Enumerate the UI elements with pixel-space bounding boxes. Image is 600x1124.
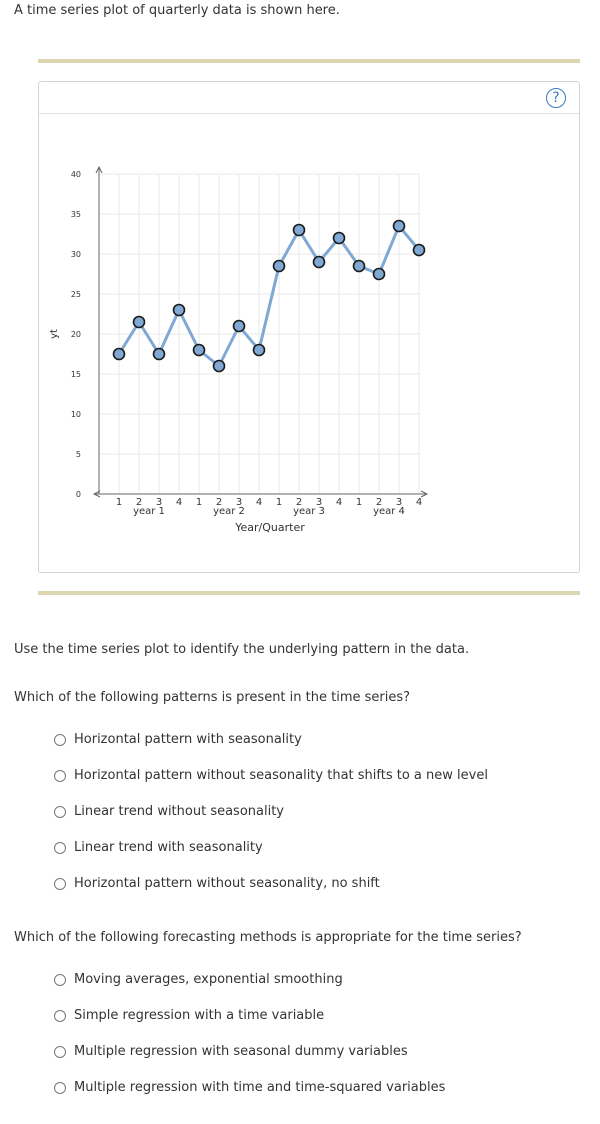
y-tick-label: 25 — [71, 290, 81, 299]
data-point — [312, 255, 326, 269]
y-tick-label: 40 — [71, 170, 81, 179]
option-label: Linear trend without seasonality — [74, 804, 284, 819]
option-label: Multiple regression with time and time-s… — [74, 1080, 446, 1095]
q1-option-1[interactable]: Horizontal pattern with seasonality — [54, 732, 302, 747]
option-label: Linear trend with seasonality — [74, 840, 263, 855]
data-point — [332, 231, 346, 245]
data-point — [272, 259, 286, 273]
data-point — [392, 219, 406, 233]
x-axis-arrow-left — [92, 490, 101, 498]
data-point — [152, 347, 166, 361]
option-label: Horizontal pattern without seasonality, … — [74, 876, 380, 891]
quarter-tick-label: 1 — [196, 497, 202, 508]
option-label: Simple regression with a time variable — [74, 1008, 325, 1023]
data-point — [132, 315, 146, 329]
year-label: year 4 — [373, 506, 405, 517]
chart-card: ? 0 5 10 15 20 25 30 35 40 yt 1 2 3 4 1 2 3 4 1 2 3 4 1 2 3 4 year… — [38, 81, 580, 573]
option-label: Multiple regression with seasonal dummy … — [74, 1044, 408, 1059]
quarter-tick-label: 3 — [236, 497, 242, 508]
year-label: year 1 — [133, 506, 165, 517]
q1-option-5[interactable]: Horizontal pattern without seasonality, … — [54, 876, 380, 891]
q1-option-4[interactable]: Linear trend with seasonality — [54, 840, 263, 855]
y-tick-label: 20 — [71, 330, 81, 339]
data-point — [232, 319, 246, 333]
option-label: Moving averages, exponential smoothing — [74, 972, 343, 987]
data-point — [372, 267, 386, 281]
x-axis-arrow-right — [420, 490, 429, 498]
option-label: Horizontal pattern with seasonality — [74, 732, 302, 747]
radio-button[interactable] — [54, 877, 66, 890]
radio-button[interactable] — [54, 973, 66, 986]
card-header-divider — [39, 113, 579, 114]
bottom-divider — [38, 591, 580, 595]
data-point — [412, 243, 426, 257]
radio-button[interactable] — [54, 805, 66, 818]
data-point — [252, 343, 266, 357]
y-tick-label: 10 — [71, 410, 81, 419]
quarter-tick-label: 2 — [136, 497, 142, 508]
x-axis-label: Year/Quarter — [234, 521, 305, 534]
data-point — [352, 259, 366, 273]
quarter-tick-label: 4 — [256, 497, 262, 508]
radio-button[interactable] — [54, 1081, 66, 1094]
radio-button[interactable] — [54, 733, 66, 746]
option-label: Horizontal pattern without seasonality t… — [74, 768, 488, 783]
series-line — [117, 224, 421, 368]
instruction-text: Use the time series plot to identify the… — [14, 642, 470, 657]
q1-option-3[interactable]: Linear trend without seasonality — [54, 804, 284, 819]
data-point — [112, 347, 126, 361]
y-tick-label: 15 — [71, 370, 81, 379]
y-tick-label: 5 — [76, 450, 81, 459]
q2-option-1[interactable]: Moving averages, exponential smoothing — [54, 972, 343, 987]
radio-button[interactable] — [54, 841, 66, 854]
q2-option-3[interactable]: Multiple regression with seasonal dummy … — [54, 1044, 408, 1059]
y-tick-label: 30 — [71, 250, 81, 259]
data-point — [212, 359, 226, 373]
quarter-tick-label: 1 — [116, 497, 122, 508]
quarter-tick-label: 3 — [316, 497, 322, 508]
quarter-tick-label: 2 — [216, 497, 222, 508]
question-2-text: Which of the following forecasting metho… — [14, 930, 522, 945]
year-label: year 3 — [293, 506, 325, 517]
q2-option-2[interactable]: Simple regression with a time variable — [54, 1008, 324, 1023]
data-point — [172, 303, 186, 317]
quarter-tick-label: 4 — [336, 497, 342, 508]
y-tick-label: 35 — [71, 210, 81, 219]
y-tick-label: 0 — [76, 490, 81, 499]
question-1-text: Which of the following patterns is prese… — [14, 690, 411, 705]
q1-option-2[interactable]: Horizontal pattern without seasonality t… — [54, 768, 488, 783]
quarter-tick-label: 2 — [296, 497, 302, 508]
quarter-tick-label: 3 — [156, 497, 162, 508]
radio-button[interactable] — [54, 1009, 66, 1022]
year-label: year 2 — [213, 506, 245, 517]
q2-option-4[interactable]: Multiple regression with time and time-s… — [54, 1080, 445, 1095]
radio-button[interactable] — [54, 1045, 66, 1058]
quarter-tick-label: 4 — [416, 497, 422, 508]
time-series-plot: 0 5 10 15 20 25 30 35 40 yt 1 2 3 4 1 2 3 4 1 2 3 4 1 2 3 4 year 1… — [49, 165, 429, 534]
data-point — [192, 343, 206, 357]
quarter-tick-label: 1 — [276, 497, 282, 508]
y-axis-arrow — [95, 165, 103, 174]
quarter-tick-label: 1 — [356, 497, 362, 508]
radio-button[interactable] — [54, 769, 66, 782]
quarter-tick-label: 4 — [176, 497, 182, 508]
help-icon[interactable]: ? — [546, 88, 566, 108]
intro-text: A time series plot of quarterly data is … — [14, 3, 340, 18]
data-point — [292, 223, 306, 237]
quarter-tick-label: 3 — [396, 497, 402, 508]
quarter-tick-label: 2 — [376, 497, 382, 508]
y-axis-label: yt — [49, 329, 60, 339]
top-divider — [38, 59, 580, 63]
